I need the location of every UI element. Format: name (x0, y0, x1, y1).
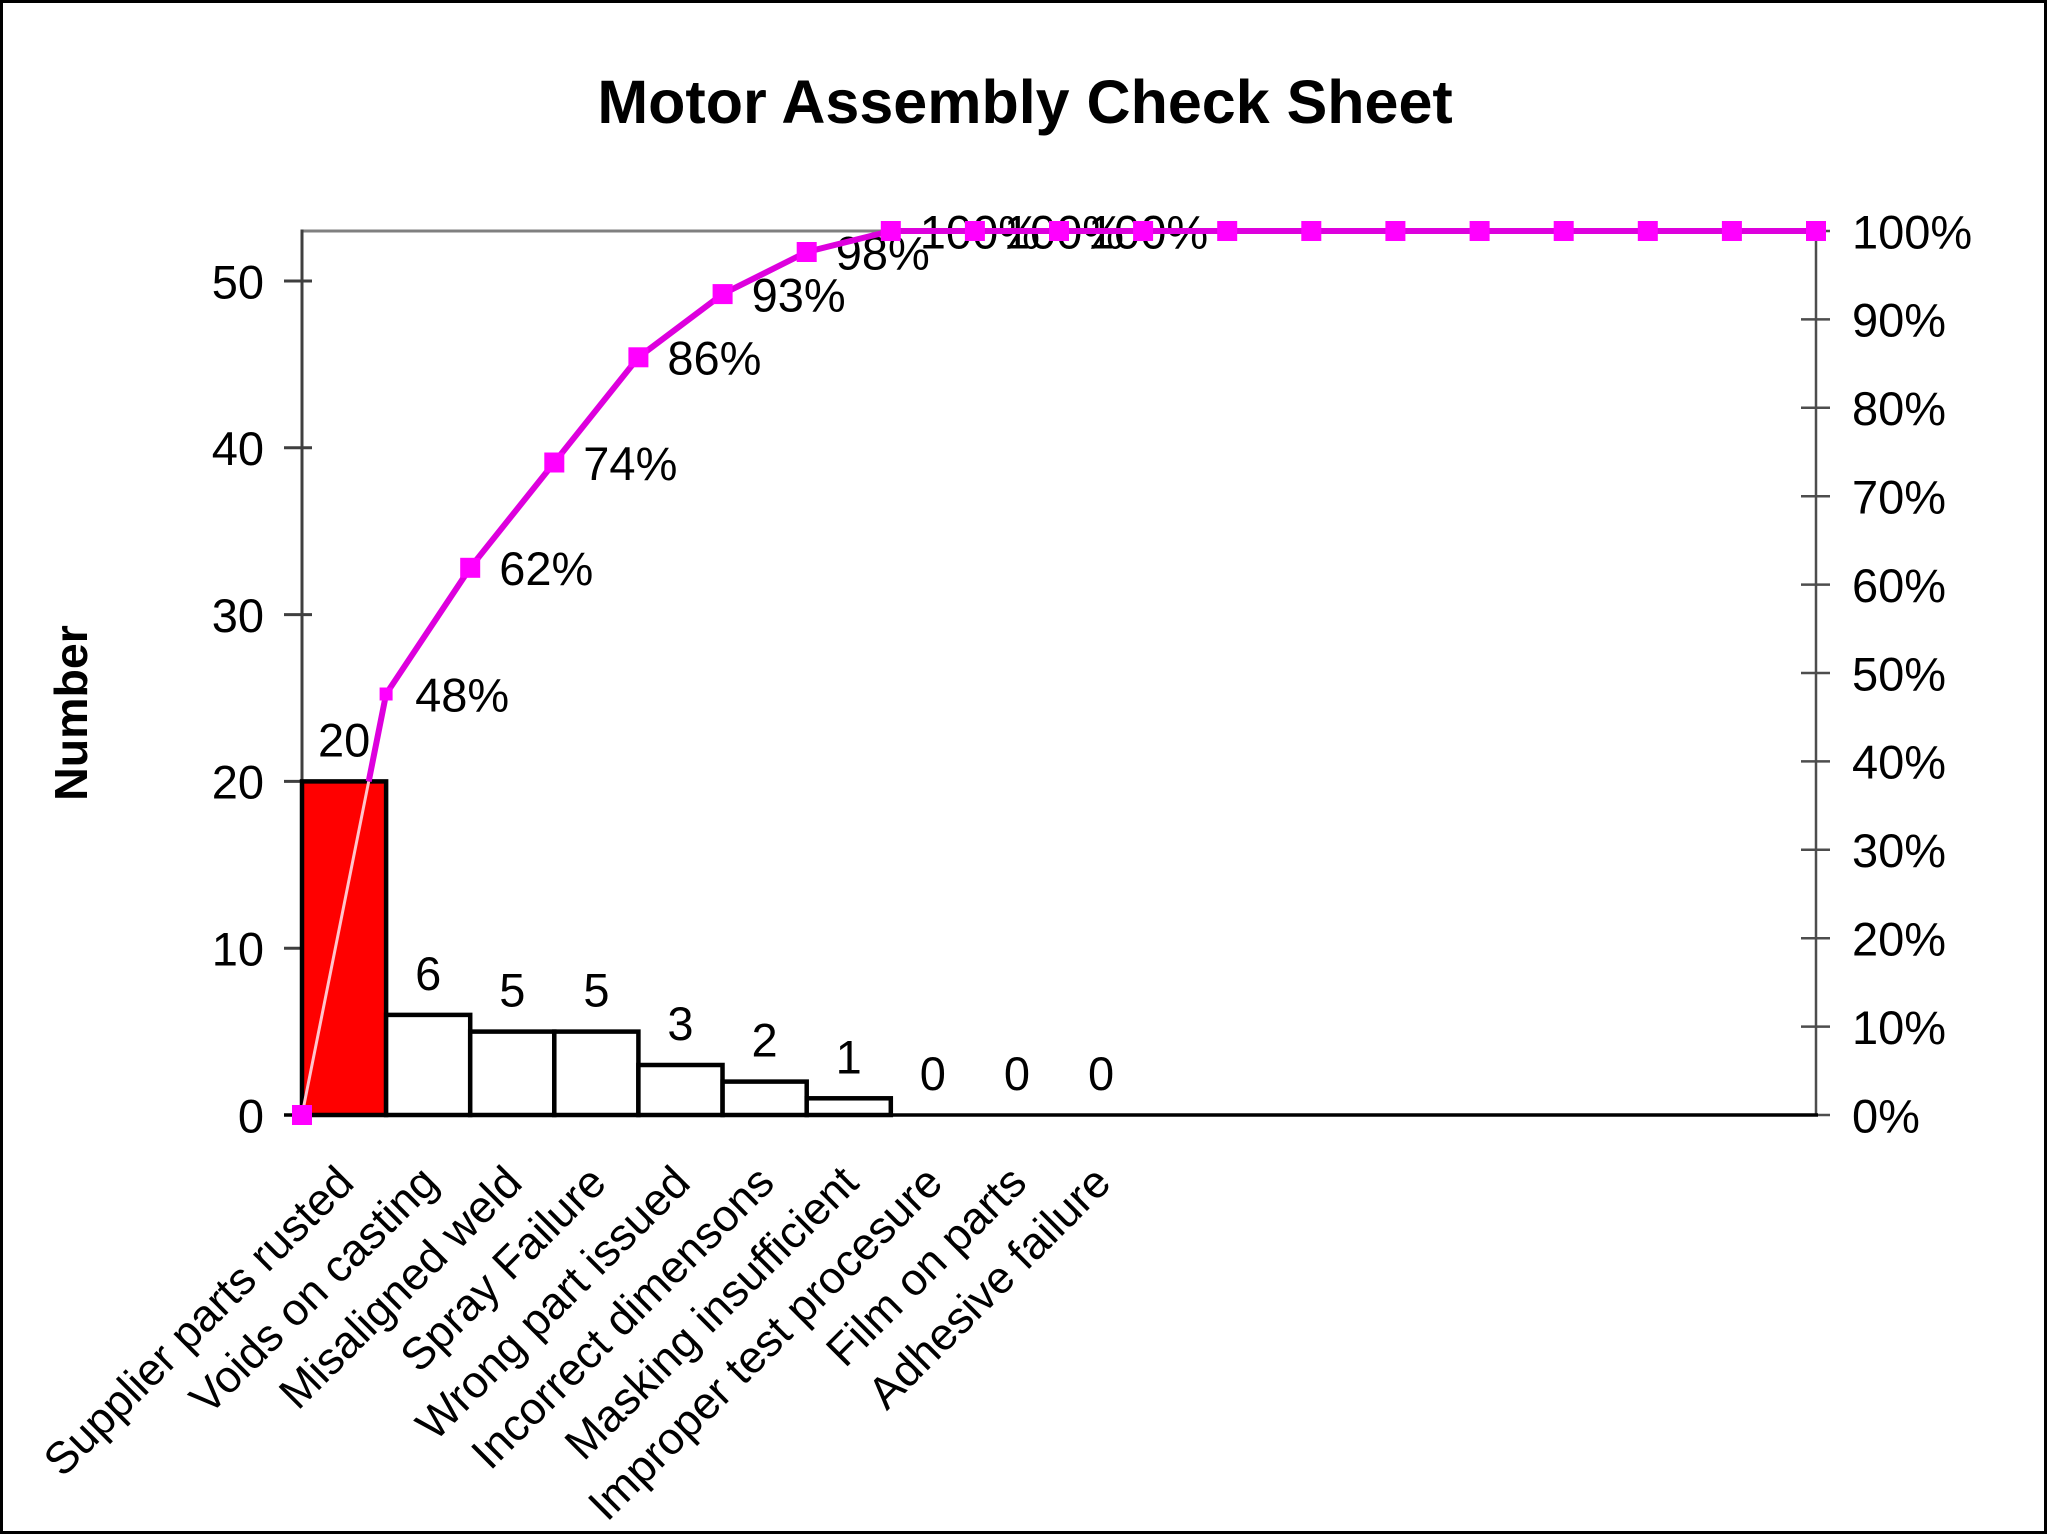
svg-text:40: 40 (212, 422, 264, 475)
svg-text:6: 6 (415, 947, 441, 1000)
svg-text:1: 1 (836, 1030, 862, 1083)
svg-text:Number: Number (45, 625, 97, 801)
svg-text:80%: 80% (1852, 382, 1946, 435)
svg-text:2: 2 (752, 1014, 778, 1067)
svg-text:5: 5 (583, 964, 609, 1017)
svg-text:20: 20 (318, 713, 370, 766)
svg-text:86%: 86% (667, 332, 761, 385)
svg-text:62%: 62% (499, 542, 593, 595)
svg-text:70%: 70% (1852, 471, 1946, 524)
svg-text:0: 0 (920, 1047, 946, 1100)
svg-text:0: 0 (238, 1089, 264, 1142)
svg-text:3: 3 (667, 997, 693, 1050)
svg-text:30: 30 (212, 589, 264, 642)
svg-text:100%: 100% (1852, 205, 1972, 258)
svg-text:90%: 90% (1852, 294, 1946, 347)
svg-text:60%: 60% (1852, 559, 1946, 612)
svg-text:93%: 93% (752, 268, 846, 321)
svg-text:10%: 10% (1852, 1001, 1946, 1054)
svg-text:0: 0 (1004, 1047, 1030, 1100)
svg-text:30%: 30% (1852, 824, 1946, 877)
svg-text:48%: 48% (415, 668, 509, 721)
svg-text:Motor Assembly Check Sheet: Motor Assembly Check Sheet (597, 68, 1452, 136)
svg-text:10: 10 (212, 923, 264, 976)
svg-text:74%: 74% (583, 437, 677, 490)
svg-text:0: 0 (1088, 1047, 1114, 1100)
svg-text:5: 5 (499, 964, 525, 1017)
svg-text:40%: 40% (1852, 736, 1946, 789)
svg-text:20: 20 (212, 756, 264, 809)
svg-text:50%: 50% (1852, 647, 1946, 700)
svg-text:20%: 20% (1852, 913, 1946, 966)
svg-text:50: 50 (212, 255, 264, 308)
svg-text:0%: 0% (1852, 1089, 1920, 1142)
